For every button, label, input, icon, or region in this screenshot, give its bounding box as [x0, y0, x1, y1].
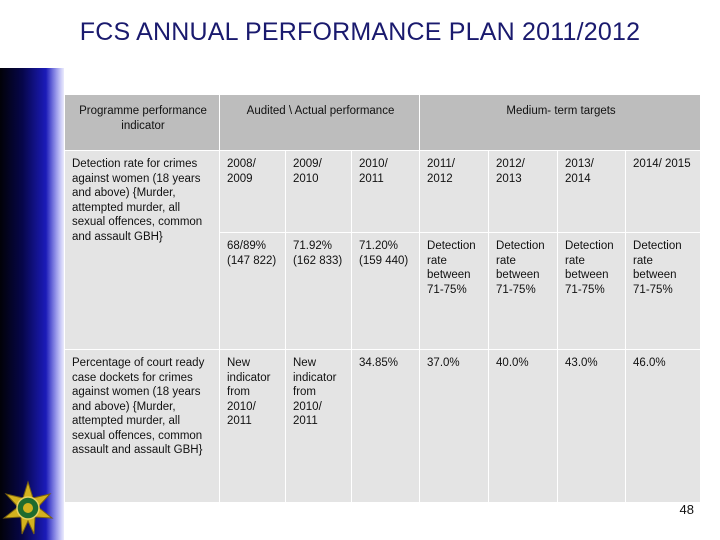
header-targets: Medium- term targets — [419, 94, 702, 151]
header-indicator: Programme performance indicator — [64, 94, 220, 151]
value-cell: Detection rate between 71-75% — [488, 232, 559, 350]
value-cell: 46.0% — [625, 349, 702, 503]
performance-table: Programme performance indicator Audited … — [64, 94, 702, 503]
value-cell: 34.85% — [350, 349, 421, 503]
value-cell: 43.0% — [557, 349, 627, 503]
value-cell: Detection rate between 71-75% — [419, 232, 490, 350]
value-cell: Detection rate between 71-75% — [625, 232, 702, 350]
slide-title: FCS ANNUAL PERFORMANCE PLAN 2011/2012 — [79, 18, 641, 46]
row2-indicator: Percentage of court ready case dockets f… — [64, 349, 220, 503]
page-number: 48 — [679, 502, 694, 517]
value-cell: 37.0% — [419, 349, 490, 503]
decorative-side-band — [0, 68, 64, 540]
value-cell: Detection rate between 71-75% — [557, 232, 627, 350]
row1-indicator: Detection rate for crimes against women … — [64, 150, 220, 350]
value-cell: New indicator from 2010/ 2011 — [219, 349, 286, 503]
year-cell: 2009/ 2010 — [285, 150, 352, 233]
value-cell: New indicator from 2010/ 2011 — [285, 349, 352, 503]
value-cell: 71.92% (162 833) — [285, 232, 352, 350]
year-cell: 2010/ 2011 — [350, 150, 421, 233]
value-cell: 68/89% (147 822) — [219, 232, 286, 350]
year-cell: 2014/ 2015 — [625, 150, 702, 233]
year-cell: 2008/ 2009 — [219, 150, 286, 233]
year-cell: 2011/ 2012 — [419, 150, 490, 233]
saps-star-emblem-icon — [2, 480, 54, 535]
value-cell: 71.20% (159 440) — [350, 232, 421, 350]
year-cell: 2013/ 2014 — [557, 150, 627, 233]
value-cell: 40.0% — [488, 349, 559, 503]
header-audited: Audited \ Actual performance — [218, 94, 421, 151]
year-cell: 2012/ 2013 — [488, 150, 559, 233]
